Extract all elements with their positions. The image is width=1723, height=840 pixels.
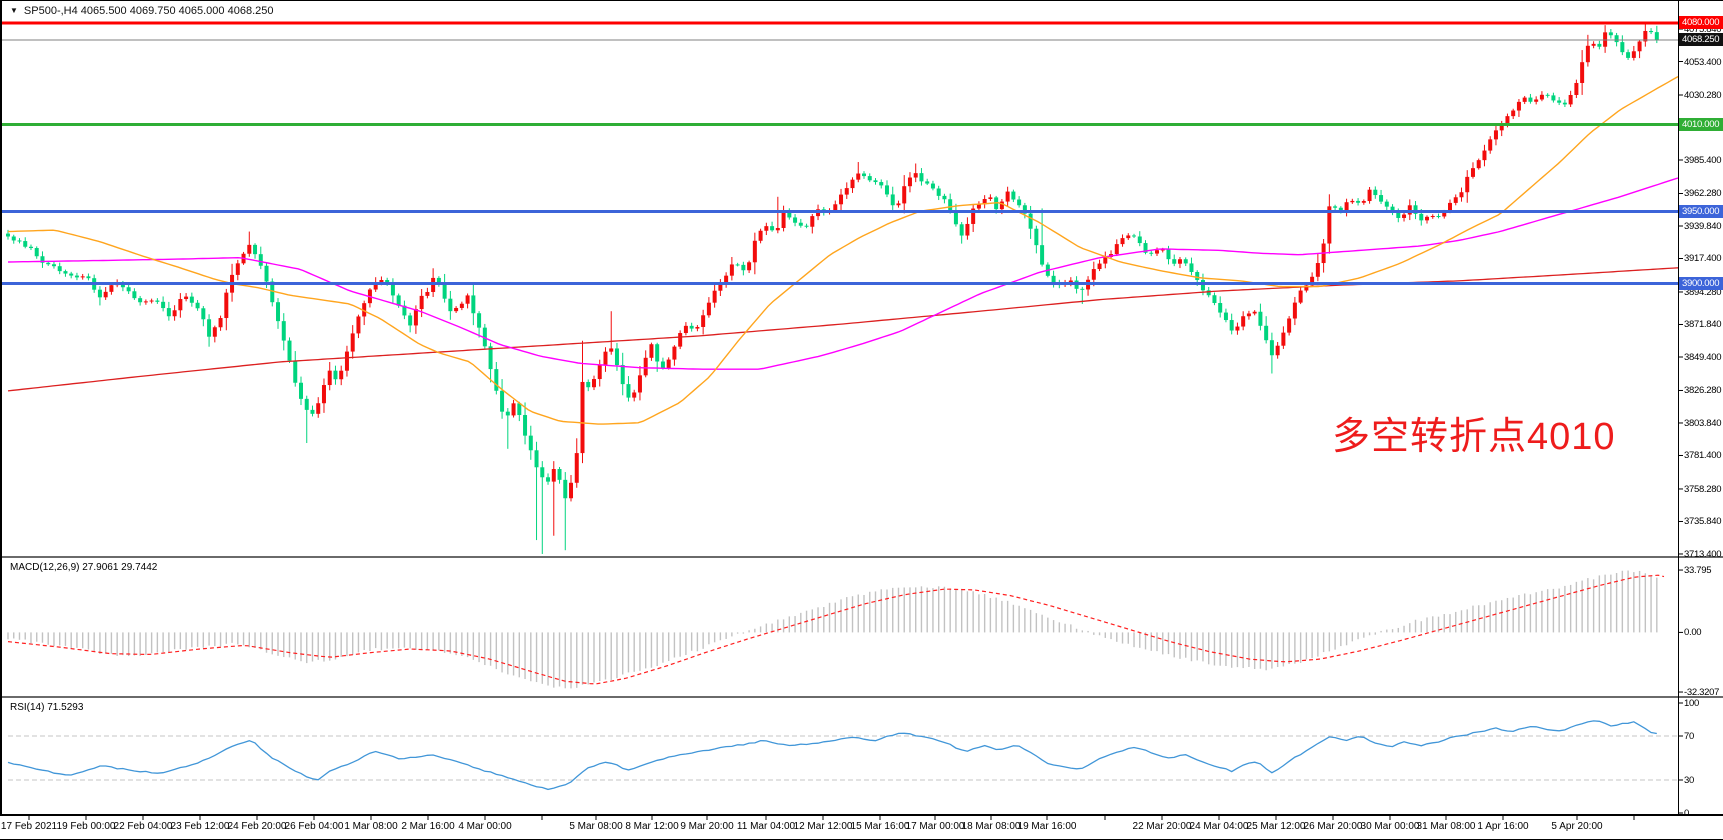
time-axis-label: 18 Mar 08:00 <box>961 821 1021 832</box>
rsi-indicator-label: RSI(14) 71.5293 <box>10 702 84 713</box>
time-axis-label: 1 Mar 08:00 <box>344 821 398 832</box>
symbol-ohlc-text: SP500-,H4 4065.500 4069.750 4065.000 406… <box>23 5 274 17</box>
price-axis-tick: 4075.840 <box>1684 24 1722 35</box>
rsi-axis-tick: 70 <box>1684 731 1694 742</box>
price-level-badge: 3950.000 <box>1679 204 1723 218</box>
time-axis-label: 31 Mar 08:00 <box>1416 821 1476 832</box>
time-axis-label: 4 Mar 00:00 <box>458 821 512 832</box>
rsi-axis-tick: 30 <box>1684 775 1694 786</box>
price-level-badge: 4010.000 <box>1679 117 1723 131</box>
rsi-axis-tick: 100 <box>1684 698 1699 709</box>
time-axis-label: 22 Mar 20:00 <box>1132 821 1192 832</box>
time-axis-label: 1 Apr 16:00 <box>1477 821 1529 832</box>
time-axis-label: 9 Mar 20:00 <box>680 821 734 832</box>
price-axis-tick: 3713.400 <box>1684 548 1722 560</box>
price-axis-tick: 3803.840 <box>1684 417 1722 429</box>
rsi-axis-tick: 0 <box>1684 808 1689 819</box>
time-axis-label: 24 Mar 04:00 <box>1189 821 1249 832</box>
chart-title: ▼ SP500-,H4 4065.500 4069.750 4065.000 40… <box>10 5 273 17</box>
price-axis-tick: 3917.400 <box>1684 253 1722 265</box>
time-axis-label: 26 Mar 20:00 <box>1303 821 1363 832</box>
price-axis-tick: 3849.400 <box>1684 351 1722 363</box>
price-axis-tick: 3939.840 <box>1684 220 1722 232</box>
time-axis-label: 24 Feb 20:00 <box>227 821 287 832</box>
time-axis-label: 17 Mar 00:00 <box>905 821 965 832</box>
macd-indicator-label: MACD(12,26,9) 27.9061 29.7442 <box>10 562 158 573</box>
price-axis-tick: 3894.280 <box>1684 286 1722 298</box>
time-axis-label: 19 Mar 16:00 <box>1017 821 1077 832</box>
price-axis-tick: 3962.280 <box>1684 188 1722 200</box>
time-axis-label: 5 Apr 20:00 <box>1551 821 1603 832</box>
time-axis-label: 2 Mar 16:00 <box>401 821 455 832</box>
time-axis-label: 5 Mar 08:00 <box>569 821 623 832</box>
time-axis-label: 12 Mar 12:00 <box>793 821 853 832</box>
time-axis-label: 26 Feb 04:00 <box>284 821 344 832</box>
price-axis-tick: 3735.840 <box>1684 516 1722 528</box>
price-axis-tick: 4030.280 <box>1684 89 1722 101</box>
price-axis-tick: 4053.400 <box>1684 56 1722 68</box>
symbol-dropdown-icon[interactable]: ▼ <box>10 6 18 15</box>
macd-axis-tick: 33.795 <box>1684 565 1712 577</box>
time-axis-label: 22 Feb 04:00 <box>113 821 173 832</box>
time-axis-label: 19 Feb 00:00 <box>56 821 116 832</box>
current-price-badge: 4068.250 <box>1679 33 1723 47</box>
time-axis-label: 8 Mar 12:00 <box>625 821 679 832</box>
price-axis-tick: 3871.840 <box>1684 319 1722 331</box>
annotation-text: 多空转折点4010 <box>1332 416 1616 458</box>
price-axis-tick: 3826.280 <box>1684 385 1722 397</box>
price-level-badge: 3900.000 <box>1679 277 1723 291</box>
price-axis-tick: 3985.400 <box>1684 154 1722 166</box>
macd-axis-tick: 0.00 <box>1684 627 1702 639</box>
time-axis-label: 30 Mar 00:00 <box>1360 821 1420 832</box>
time-axis-label: 17 Feb 2021 <box>0 821 58 832</box>
time-axis-label: 15 Mar 16:00 <box>850 821 910 832</box>
price-axis-tick: 3781.400 <box>1684 450 1722 462</box>
time-axis-label: 11 Mar 04:00 <box>736 821 796 832</box>
price-axis-tick: 3758.280 <box>1684 483 1722 495</box>
macd-axis-tick: -32.3207 <box>1684 687 1720 699</box>
time-axis-label: 25 Mar 12:00 <box>1246 821 1306 832</box>
time-axis-label: 23 Feb 12:00 <box>170 821 230 832</box>
price-level-badge: 4080.000 <box>1679 16 1723 30</box>
